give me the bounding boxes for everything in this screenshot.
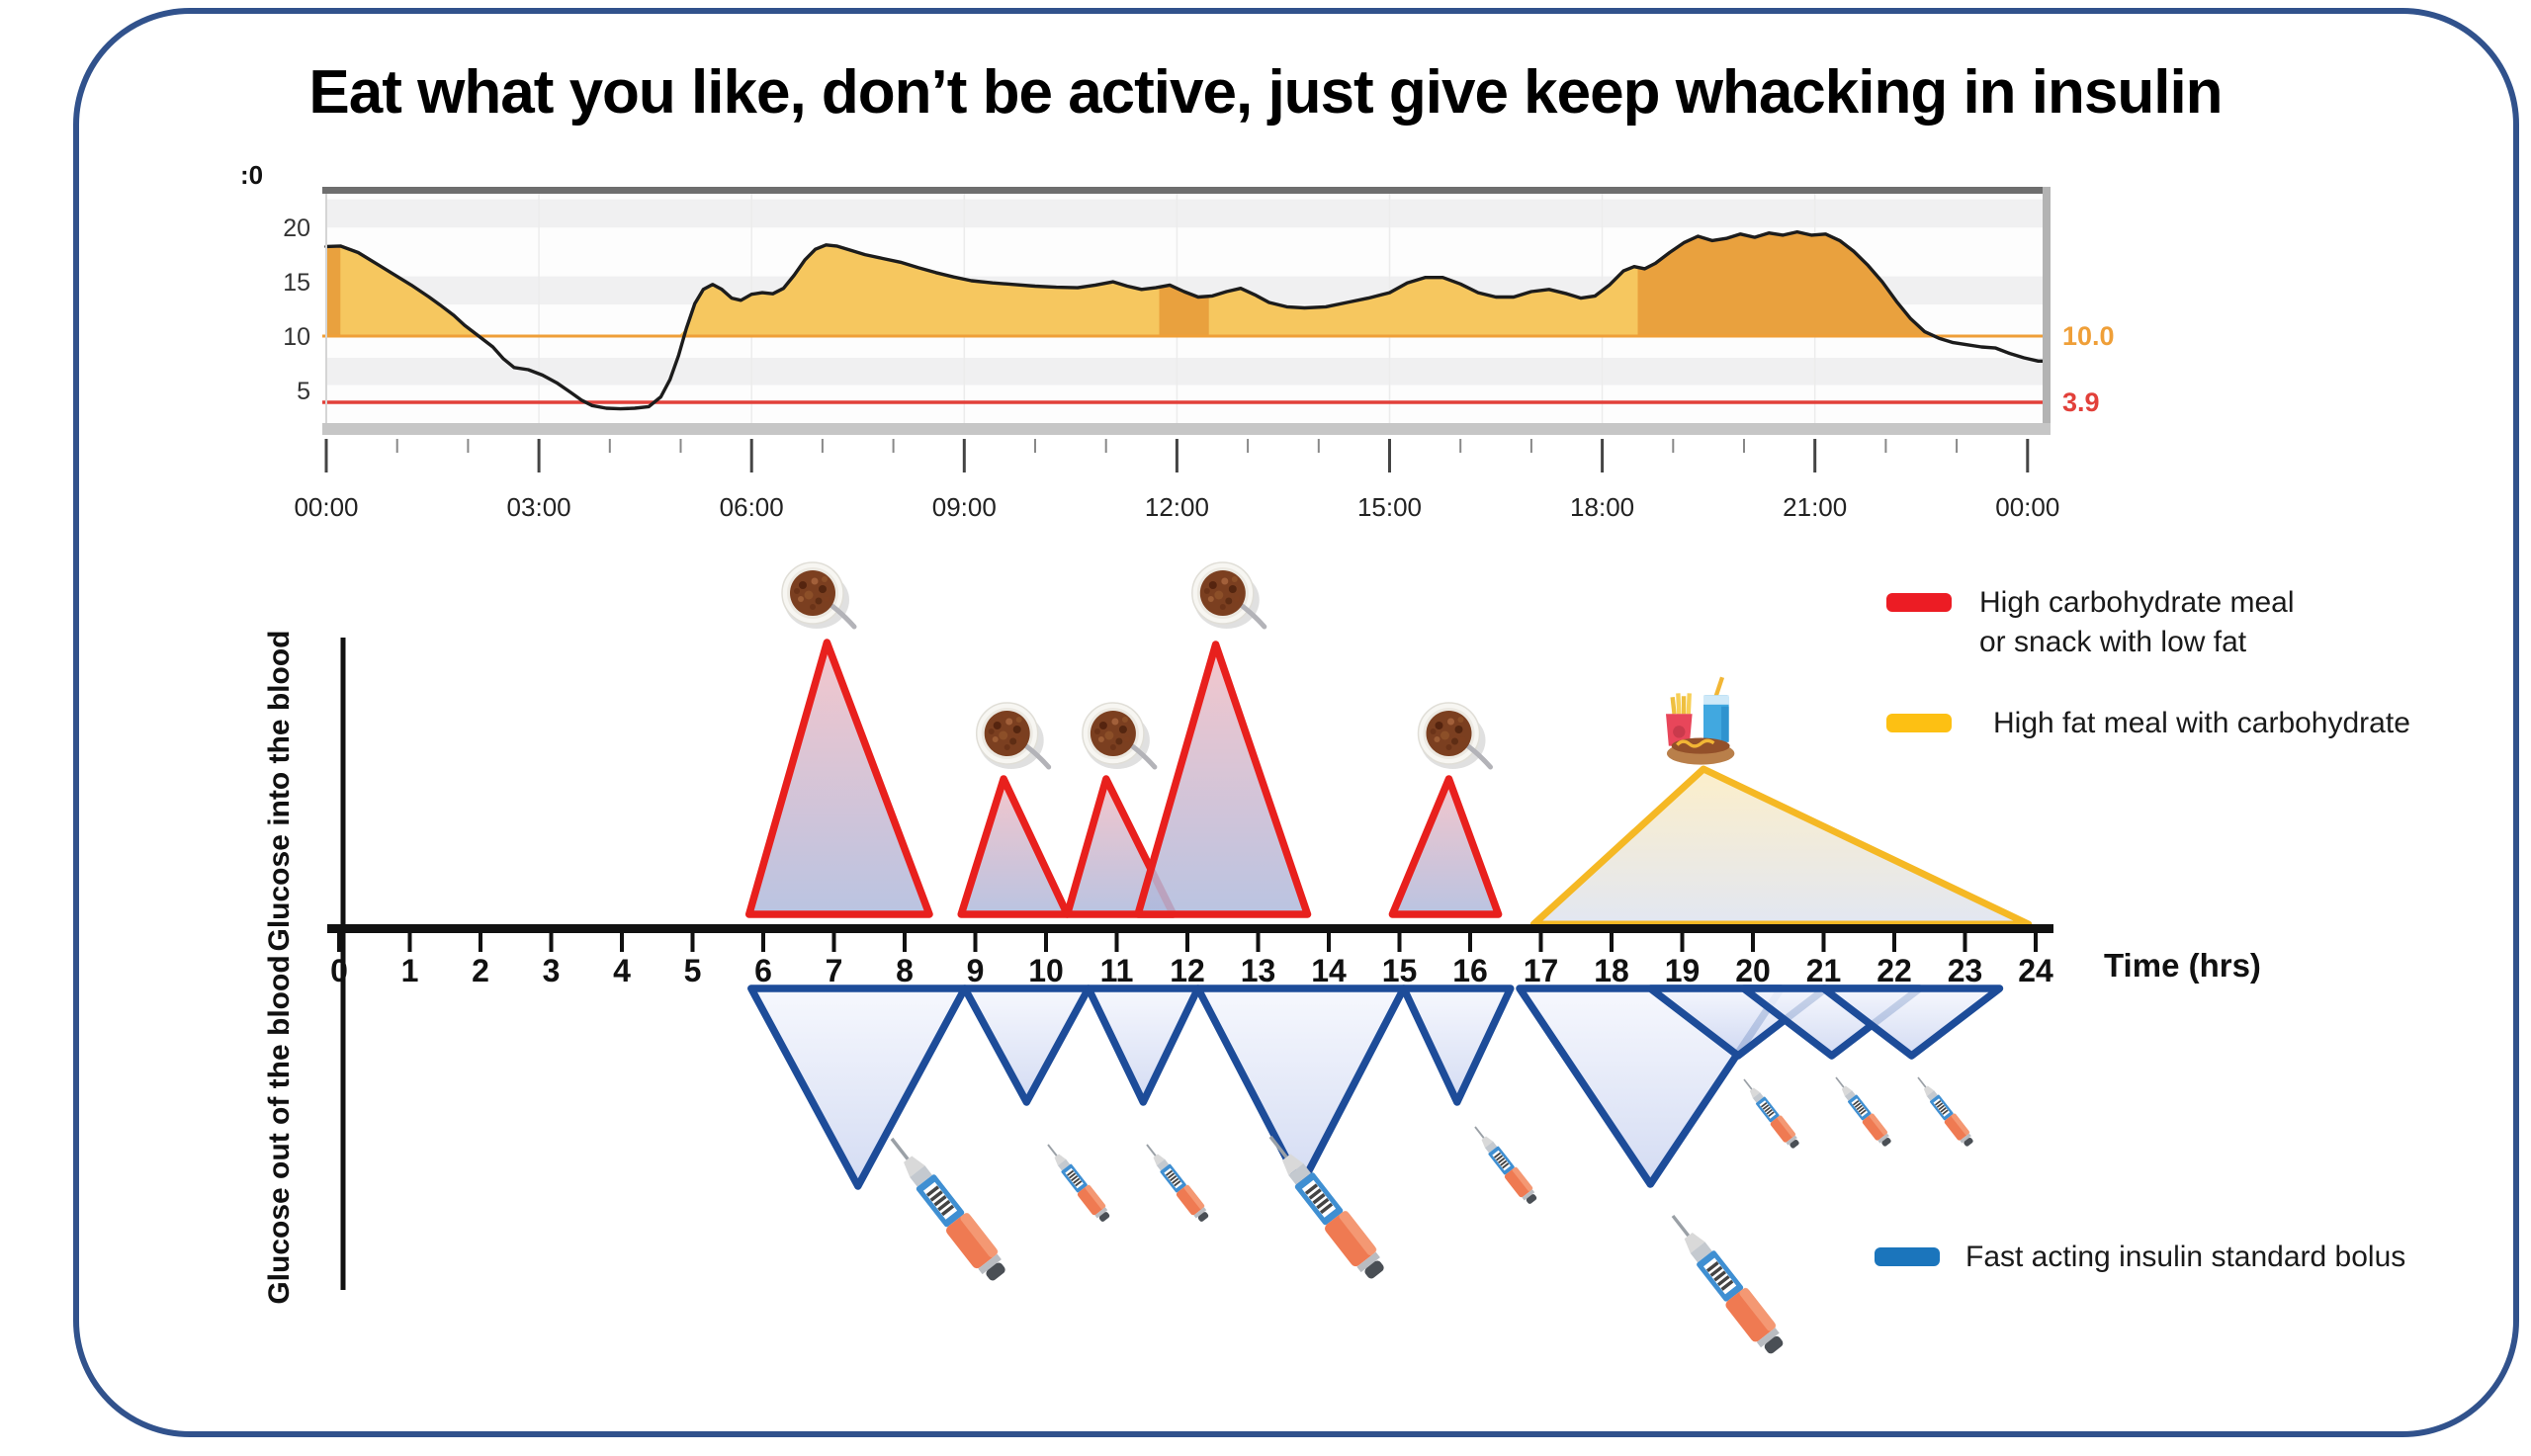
plot-bottom-border: [322, 423, 2051, 435]
glucose-curve: [324, 229, 2045, 411]
hour-label: 0: [330, 953, 348, 988]
hour-label: 13: [1241, 953, 1276, 988]
high-carb-meal-triangle: [1134, 641, 1312, 918]
time-tick-label: 03:00: [507, 492, 571, 522]
glucose-out-axis-label: Glucose out of the blood: [263, 955, 296, 1304]
high-carb-meal-triangle: [957, 775, 1072, 918]
meal-bowl-icon: [1192, 562, 1265, 629]
hour-label: 24: [2018, 953, 2053, 988]
cgm-chart: 00:00 03:00 06:00 09:00 12:00 15:00 18:00 21:00…: [283, 187, 2059, 522]
timeline-x-axis-line: [327, 924, 2053, 933]
hour-label: 8: [896, 953, 914, 988]
high-fat-meal-triangle: [1529, 765, 2033, 928]
timeline-diagram: 0 1 2 3 4 5 6 7 8 9 10 11 12 13 14 15 16 17 18 19 20 21 22 23 24: [327, 562, 2053, 1360]
insulin-bolus-triangle: [1193, 985, 1408, 1190]
hour-label: 6: [754, 953, 772, 988]
hour-label: 17: [1524, 953, 1559, 988]
plot-top-border: [322, 187, 2051, 194]
meal-bowl-icon: [1083, 703, 1155, 769]
plot-right-border: [2043, 187, 2051, 435]
time-tick-label: 21:00: [1783, 492, 1847, 522]
legend-swatch-high-fat: [1886, 714, 1952, 732]
plot-band: [326, 358, 2043, 385]
time-axis-label: Time (hrs): [2104, 947, 2261, 984]
plot-band: [326, 199, 2043, 228]
legend-label-high-fat: High fat meal with carbohydrate: [1993, 707, 2410, 739]
hour-label: 21: [1806, 953, 1842, 988]
high-threshold-value: 10.0: [2062, 321, 2115, 351]
slide-border: [73, 8, 2519, 1437]
hour-label: 5: [684, 953, 702, 988]
slide-title: Eat what you like, don’t be active, just…: [308, 58, 2223, 127]
hour-label: 16: [1452, 953, 1488, 988]
meal-bowl-icon: [977, 703, 1049, 769]
legend: High carbohydrate meal or snack with low…: [1875, 586, 2410, 1273]
hour-label: 14: [1311, 953, 1347, 988]
glucose-tick-label: 10: [283, 323, 310, 351]
insulin-bolus-triangle: [1085, 985, 1202, 1106]
hour-label: 12: [1170, 953, 1205, 988]
hour-label: 20: [1735, 953, 1771, 988]
insulin-bolus-triangle: [961, 985, 1092, 1106]
glucose-tick-label: 15: [283, 269, 310, 297]
high-glucose-dark-area: [1637, 231, 1929, 336]
insulin-pen-icon: [1737, 1073, 1803, 1152]
insulin-pen-icon: [1467, 1121, 1541, 1208]
insulin-bolus-triangle: [1819, 985, 2004, 1060]
insulin-pen-icon: [878, 1128, 1013, 1288]
glucose-tick-label: 5: [297, 378, 310, 405]
glucose-in-axis-label: Glucose into the blood: [263, 631, 296, 952]
hour-label: 3: [543, 953, 561, 988]
insulin-bolus-triangle: [747, 985, 969, 1190]
time-tick-label: 06:00: [720, 492, 784, 522]
glucose-tick-label: 20: [283, 214, 310, 242]
time-tick-label: 18:00: [1570, 492, 1634, 522]
hour-label: 10: [1028, 953, 1064, 988]
meal-bowl-icon: [782, 562, 854, 629]
clipped-axis-label: :0: [240, 160, 263, 190]
hour-label: 4: [613, 953, 631, 988]
insulin-pen-icon: [1829, 1071, 1895, 1150]
insulin-pen-icon: [1911, 1071, 1977, 1150]
hour-label: 23: [1948, 953, 1983, 988]
hour-label: 2: [472, 953, 489, 988]
low-threshold-value: 3.9: [2062, 387, 2100, 417]
time-tick-label: 00:00: [1995, 492, 2059, 522]
time-tick-label: 00:00: [294, 492, 358, 522]
high-carb-meal-triangle: [1388, 775, 1503, 918]
hour-label: 15: [1382, 953, 1418, 988]
hour-label: 9: [967, 953, 985, 988]
fast-food-icon: [1666, 677, 1734, 764]
insulin-bolus-triangle: [1400, 985, 1515, 1106]
time-tick-label: 12:00: [1145, 492, 1209, 522]
insulin-pen-icon: [1139, 1139, 1213, 1226]
time-tick-label: 15:00: [1357, 492, 1422, 522]
hour-label: 19: [1665, 953, 1701, 988]
legend-label-insulin: Fast acting insulin standard bolus: [1965, 1241, 2405, 1273]
legend-swatch-insulin: [1875, 1247, 1940, 1266]
high-carb-meal-triangle: [744, 639, 933, 918]
hour-label: 1: [401, 953, 419, 988]
insulin-pen-icon: [1040, 1139, 1114, 1226]
hour-label: 22: [1876, 953, 1912, 988]
time-tick-label: 09:00: [932, 492, 997, 522]
glucose-above-range-area: [326, 231, 2043, 336]
legend-swatch-high-carb: [1886, 593, 1952, 612]
legend-label-high-carb-line2: or snack with low fat: [1979, 626, 2247, 658]
insulin-pen-icon: [1659, 1205, 1790, 1360]
hour-label: 7: [826, 953, 843, 988]
high-glucose-dark-area: [326, 245, 341, 336]
meal-bowl-icon: [1419, 703, 1491, 769]
hour-label: 11: [1100, 953, 1134, 988]
legend-label-high-carb-line1: High carbohydrate meal: [1979, 586, 2295, 619]
hour-label: 18: [1594, 953, 1629, 988]
